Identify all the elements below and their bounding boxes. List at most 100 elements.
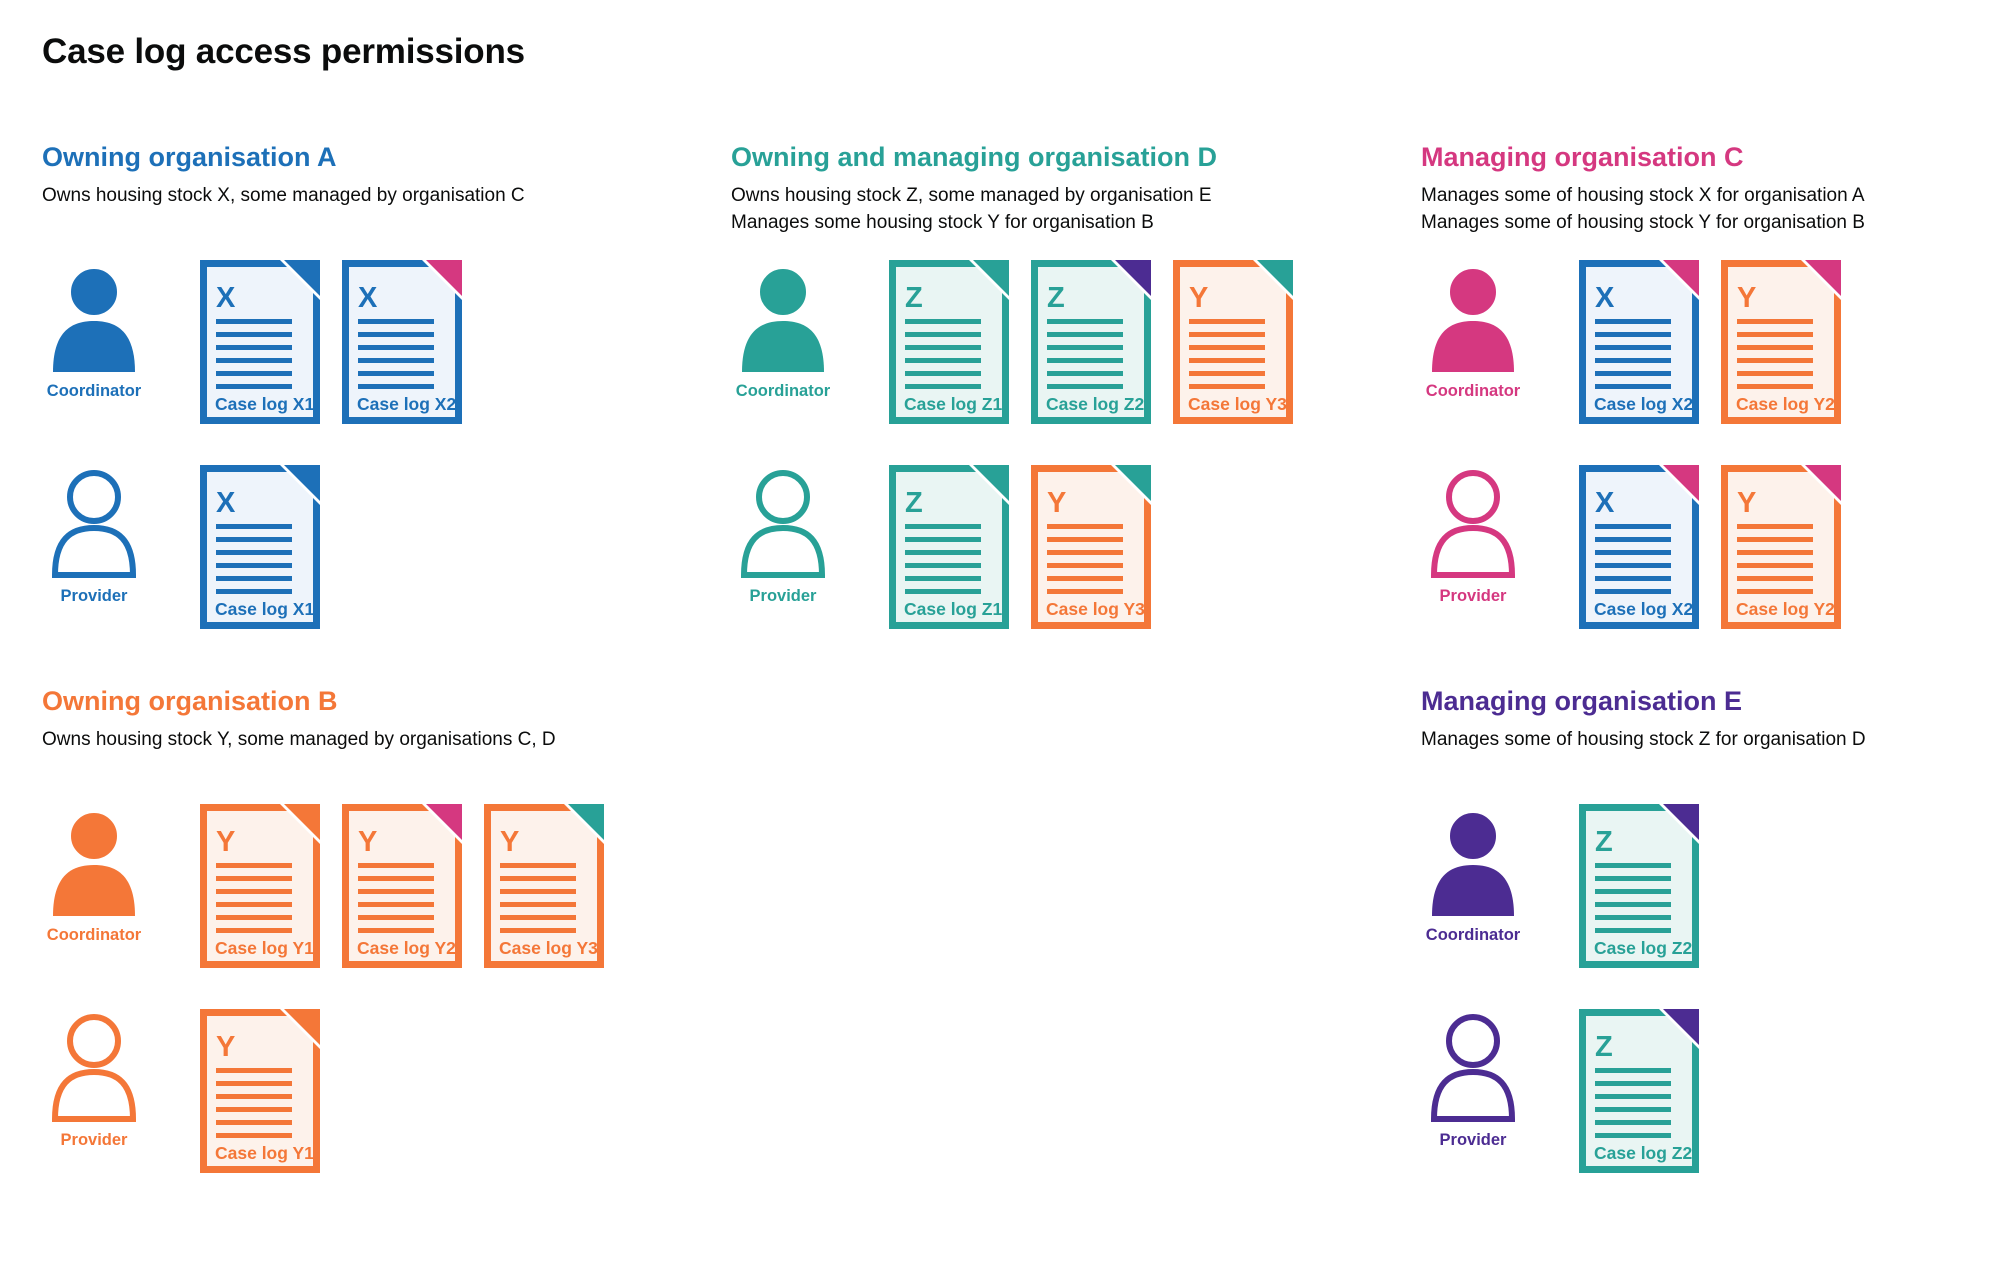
provider-row: Provider Z Case log Z2 bbox=[1421, 1009, 2000, 1178]
case-log-document-icon: Z Case log Z2 bbox=[1579, 804, 1699, 968]
case-log-label: Case log Y2 bbox=[357, 938, 456, 958]
case-log-document-icon: X Case log X2 bbox=[1579, 260, 1699, 424]
role-label: Coordinator bbox=[1425, 926, 1521, 944]
coordinator-row: Coordinator Y Case log Y1 Y Case log Y2 Y Case… bbox=[42, 804, 731, 973]
column-middle: Owning and managing organisation D Owns h… bbox=[731, 140, 1421, 684]
case-log-label: Case log Z2 bbox=[1594, 938, 1692, 958]
coordinator-row: Coordinator X Case log X2 Y Case log Y2 bbox=[1421, 260, 2000, 429]
case-log-document-icon: Y Case log Y2 bbox=[342, 804, 462, 968]
case-log-document-icon: Z Case log Z1 bbox=[889, 465, 1009, 629]
case-log-label: Case log Y1 bbox=[215, 1143, 314, 1163]
case-log-document-icon: Z Case log Z1 bbox=[889, 260, 1009, 424]
case-log-label: Case log X2 bbox=[1594, 599, 1693, 619]
case-log-document-icon: Y Case log Y1 bbox=[200, 1009, 320, 1173]
section-description: Manages some of housing stock X for orga… bbox=[1421, 182, 2000, 236]
section-description: Manages some of housing stock Z for orga… bbox=[1421, 726, 2000, 780]
provider-person: Provider bbox=[1421, 1009, 1525, 1150]
section-description: Owns housing stock Y, some managed by or… bbox=[42, 726, 731, 780]
case-log-document-icon: Z Case log Z2 bbox=[1031, 260, 1151, 424]
stock-letter: Y bbox=[358, 826, 377, 858]
stock-letter: Y bbox=[1047, 487, 1066, 519]
case-log-documents: X Case log X2 Y Case log Y2 bbox=[1579, 465, 1841, 634]
provider-row: Provider Y Case log Y1 bbox=[42, 1009, 731, 1178]
provider-row: Provider X Case log X1 bbox=[42, 465, 731, 634]
provider-person: Provider bbox=[731, 465, 835, 606]
provider-person-icon bbox=[1430, 470, 1516, 578]
stock-letter: Z bbox=[1595, 826, 1613, 858]
case-log-documents: Y Case log Y1 Y Case log Y2 Y Case log Y3 bbox=[200, 804, 604, 973]
column-left: Owning organisation A Owns housing stock … bbox=[42, 140, 731, 1228]
description-line: Manages some of housing stock X for orga… bbox=[1421, 185, 1865, 206]
case-log-case-log-y3: Y Case log Y3 bbox=[484, 804, 604, 973]
case-log-document-icon: Y Case log Y3 bbox=[1031, 465, 1151, 629]
folded-corner bbox=[1663, 804, 1699, 840]
case-log-label: Case log X2 bbox=[1594, 394, 1693, 414]
stock-letter: X bbox=[216, 282, 236, 314]
case-log-documents: X Case log X1 bbox=[200, 465, 320, 634]
case-log-case-log-z1: Z Case log Z1 bbox=[889, 260, 1009, 429]
case-log-case-log-x1: X Case log X1 bbox=[200, 465, 320, 634]
case-log-case-log-x2: X Case log X2 bbox=[1579, 260, 1699, 429]
stock-letter: X bbox=[1595, 487, 1615, 519]
folded-corner bbox=[1257, 260, 1293, 296]
folded-corner bbox=[1663, 1009, 1699, 1045]
description-line: Owns housing stock Y, some managed by or… bbox=[42, 729, 556, 750]
provider-person-icon bbox=[740, 470, 826, 578]
stock-letter: X bbox=[216, 487, 236, 519]
section-description: Owns housing stock X, some managed by or… bbox=[42, 182, 731, 236]
case-log-label: Case log Z1 bbox=[904, 599, 1002, 619]
stock-letter: Z bbox=[905, 282, 923, 314]
case-log-label: Case log Y2 bbox=[1736, 394, 1835, 414]
case-log-documents: Z Case log Z1 Z Case log Z2 Y Case log Y3 bbox=[889, 260, 1293, 429]
description-line: Owns housing stock Z, some managed by or… bbox=[731, 185, 1212, 206]
org-section-org-c: Managing organisation C Manages some of h… bbox=[1421, 140, 2000, 634]
stock-letter: Y bbox=[500, 826, 519, 858]
stock-letter: Z bbox=[1047, 282, 1065, 314]
org-section-org-d: Owning and managing organisation D Owns h… bbox=[731, 140, 1421, 634]
folded-corner bbox=[1115, 260, 1151, 296]
folded-corner bbox=[1115, 465, 1151, 501]
case-log-document-icon: Y Case log Y2 bbox=[1721, 465, 1841, 629]
case-log-label: Case log X1 bbox=[215, 599, 314, 619]
role-label: Coordinator bbox=[46, 382, 142, 400]
provider-person: Provider bbox=[1421, 465, 1525, 606]
role-label: Provider bbox=[60, 1131, 128, 1149]
case-log-case-log-z1: Z Case log Z1 bbox=[889, 465, 1009, 634]
folded-corner bbox=[284, 804, 320, 840]
folded-corner bbox=[973, 465, 1009, 501]
diagram-page: Case log access permissions Owning organ… bbox=[42, 32, 2000, 1228]
provider-person-icon bbox=[1430, 1014, 1516, 1122]
case-log-document-icon: Y Case log Y2 bbox=[1721, 260, 1841, 424]
folded-corner bbox=[973, 260, 1009, 296]
case-log-document-icon: X Case log X1 bbox=[200, 260, 320, 424]
folded-corner bbox=[1663, 260, 1699, 296]
case-log-document-icon: Y Case log Y1 bbox=[200, 804, 320, 968]
org-section-org-b: Owning organisation B Owns housing stock … bbox=[42, 684, 731, 1178]
section-heading: Owning and managing organisation D bbox=[731, 142, 1218, 172]
case-log-case-log-z2: Z Case log Z2 bbox=[1579, 804, 1699, 973]
stock-letter: X bbox=[358, 282, 378, 314]
case-log-document-icon: X Case log X2 bbox=[342, 260, 462, 424]
case-log-case-log-z2: Z Case log Z2 bbox=[1579, 1009, 1699, 1178]
case-log-label: Case log Z2 bbox=[1046, 394, 1144, 414]
stock-letter: Z bbox=[905, 487, 923, 519]
role-label: Provider bbox=[1439, 587, 1507, 605]
case-log-case-log-y2: Y Case log Y2 bbox=[1721, 260, 1841, 429]
case-log-document-icon: Y Case log Y3 bbox=[484, 804, 604, 968]
case-log-case-log-x1: X Case log X1 bbox=[200, 260, 320, 429]
coordinator-person: Coordinator bbox=[731, 260, 835, 401]
coordinator-row: Coordinator X Case log X1 X Case log X2 bbox=[42, 260, 731, 429]
stock-letter: Y bbox=[1737, 282, 1756, 314]
stock-letter: Y bbox=[1189, 282, 1208, 314]
section-heading: Managing organisation E bbox=[1421, 686, 1743, 716]
column-right: Managing organisation C Manages some of h… bbox=[1421, 140, 2000, 1228]
coordinator-person: Coordinator bbox=[42, 804, 146, 945]
case-log-label: Case log Y3 bbox=[1188, 394, 1287, 414]
stock-letter: Y bbox=[216, 826, 235, 858]
case-log-label: Case log X2 bbox=[357, 394, 456, 414]
coordinator-person-icon bbox=[742, 265, 824, 372]
folded-corner bbox=[1805, 260, 1841, 296]
description-line: Manages some of housing stock Y for orga… bbox=[1421, 212, 1865, 233]
provider-person: Provider bbox=[42, 465, 146, 606]
provider-person-icon bbox=[51, 470, 137, 578]
